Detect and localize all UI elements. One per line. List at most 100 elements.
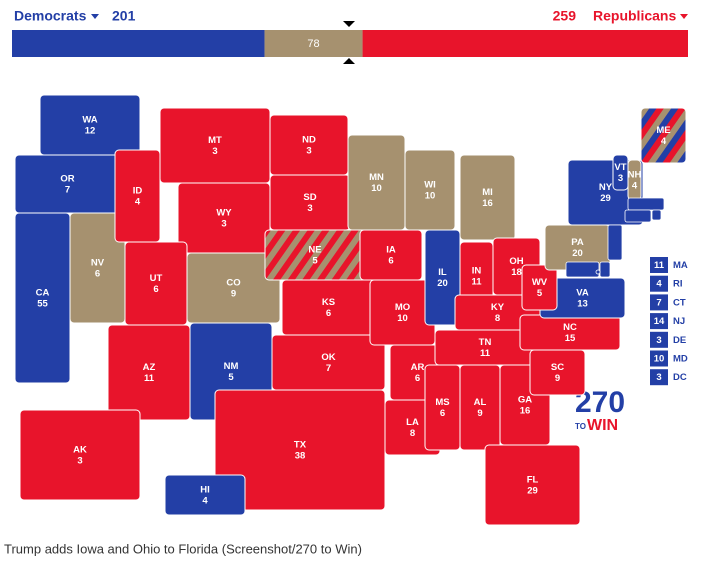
- state-abbr: CO: [226, 278, 240, 289]
- state-abbr: SC: [551, 362, 564, 373]
- state-abbr: MN: [369, 172, 384, 183]
- state-abbr: WI: [424, 180, 436, 191]
- state-ev: 38: [295, 451, 306, 462]
- state-shape: [627, 197, 665, 211]
- state-abbr: LA: [406, 417, 419, 428]
- state-shape: [651, 209, 662, 221]
- state-ev: 3: [307, 203, 312, 214]
- rep-label[interactable]: Republicans: [593, 8, 676, 24]
- state-ev: 55: [37, 299, 48, 310]
- state-abbr: WA: [82, 115, 97, 126]
- state-ev: 8: [495, 313, 500, 324]
- state-abbr: MI: [482, 187, 493, 198]
- rep-bar: [362, 30, 688, 57]
- state-abbr: NE: [308, 245, 321, 256]
- state-ev: 6: [388, 256, 393, 267]
- state-ev: 5: [312, 256, 318, 267]
- state-ev: 5: [537, 288, 543, 299]
- legend-box: [650, 313, 668, 330]
- state-shape: [599, 261, 611, 278]
- dem-label[interactable]: Democrats: [14, 8, 87, 24]
- state-ev: 4: [656, 279, 662, 290]
- dem-total: 201: [112, 8, 136, 24]
- state-abbr: SD: [303, 192, 316, 203]
- state-abbr: AZ: [143, 362, 156, 373]
- legend-box: [650, 369, 668, 386]
- state-abbr: KS: [322, 297, 335, 308]
- rep-total: 259: [553, 8, 577, 24]
- state-ev: 10: [371, 183, 382, 194]
- state-ev: 11: [654, 260, 665, 271]
- state-ev: 6: [440, 408, 445, 419]
- state-ev: 10: [397, 313, 408, 324]
- state-shape: [607, 224, 623, 261]
- state-abbr: WV: [532, 277, 548, 288]
- state-abbr: OR: [60, 174, 74, 185]
- tossup-total: 78: [307, 38, 319, 50]
- legend-box: [650, 294, 668, 311]
- state-ev: 9: [555, 373, 560, 384]
- state-ev: 12: [85, 126, 96, 137]
- state-ev: 7: [326, 363, 331, 374]
- state-abbr: OH: [509, 256, 523, 267]
- state-ev: 6: [326, 308, 331, 319]
- state-abbr: FL: [527, 475, 539, 486]
- state-abbr: NJ: [673, 316, 685, 327]
- state-ev: 6: [415, 373, 420, 384]
- state-abbr: VA: [576, 288, 589, 299]
- state-abbr: UT: [150, 273, 163, 284]
- state-ev: 3: [77, 456, 82, 467]
- state-abbr: ND: [302, 135, 316, 146]
- state-ev: 11: [471, 277, 482, 288]
- state-ev: 3: [221, 219, 226, 230]
- state-ev: 4: [632, 181, 638, 192]
- state-abbr: MA: [673, 260, 688, 271]
- state-ev: 4: [135, 197, 141, 208]
- state-abbr: MD: [673, 354, 688, 365]
- state-abbr: MT: [208, 135, 222, 146]
- state-ev: 6: [95, 269, 100, 280]
- state-shape: [565, 261, 600, 278]
- state-abbr: NY: [599, 182, 613, 193]
- legend-box: [650, 275, 668, 292]
- state-ev: 10: [654, 354, 665, 365]
- state-shape: [164, 474, 246, 516]
- state-shape: [624, 209, 652, 223]
- state-abbr: IN: [472, 266, 482, 277]
- state-ev: 16: [482, 198, 493, 209]
- state-abbr: CA: [36, 288, 50, 299]
- state-abbr: ID: [133, 186, 143, 197]
- state-shape: [521, 264, 558, 311]
- state-ev: 8: [410, 428, 415, 439]
- state-abbr: CT: [673, 297, 686, 308]
- logo-to: TO: [575, 422, 586, 431]
- state-ev: 13: [577, 299, 588, 310]
- state-ev: 3: [656, 372, 661, 383]
- logo-win: WIN: [587, 417, 618, 434]
- state-shape: [595, 269, 601, 275]
- state-ev: 6: [153, 284, 158, 295]
- state-ev: 3: [656, 335, 661, 346]
- state-abbr: NV: [91, 258, 105, 269]
- state-abbr: DE: [673, 335, 686, 346]
- state-ev: 29: [527, 486, 538, 497]
- state-abbr: WY: [216, 208, 232, 219]
- state-ev: 7: [65, 185, 70, 196]
- legend-box: [650, 331, 668, 348]
- state-abbr: NH: [628, 170, 642, 181]
- state-ev: 3: [212, 146, 217, 157]
- dropdown-icon[interactable]: [680, 14, 688, 19]
- state-abbr: IA: [386, 245, 396, 256]
- dropdown-icon[interactable]: [91, 14, 99, 19]
- dem-bar: [12, 30, 265, 57]
- state-abbr: ME: [656, 125, 670, 136]
- tossup-bar: [264, 30, 363, 57]
- caption: Trump adds Iowa and Ohio to Florida (Scr…: [4, 541, 362, 556]
- state-abbr: TX: [294, 440, 307, 451]
- state-ev: 4: [202, 496, 208, 507]
- legend-box: [650, 350, 668, 367]
- state-shape: [484, 444, 581, 526]
- state-abbr: AK: [73, 445, 87, 456]
- state-ev: 3: [618, 173, 623, 184]
- state-ev: 20: [572, 248, 583, 259]
